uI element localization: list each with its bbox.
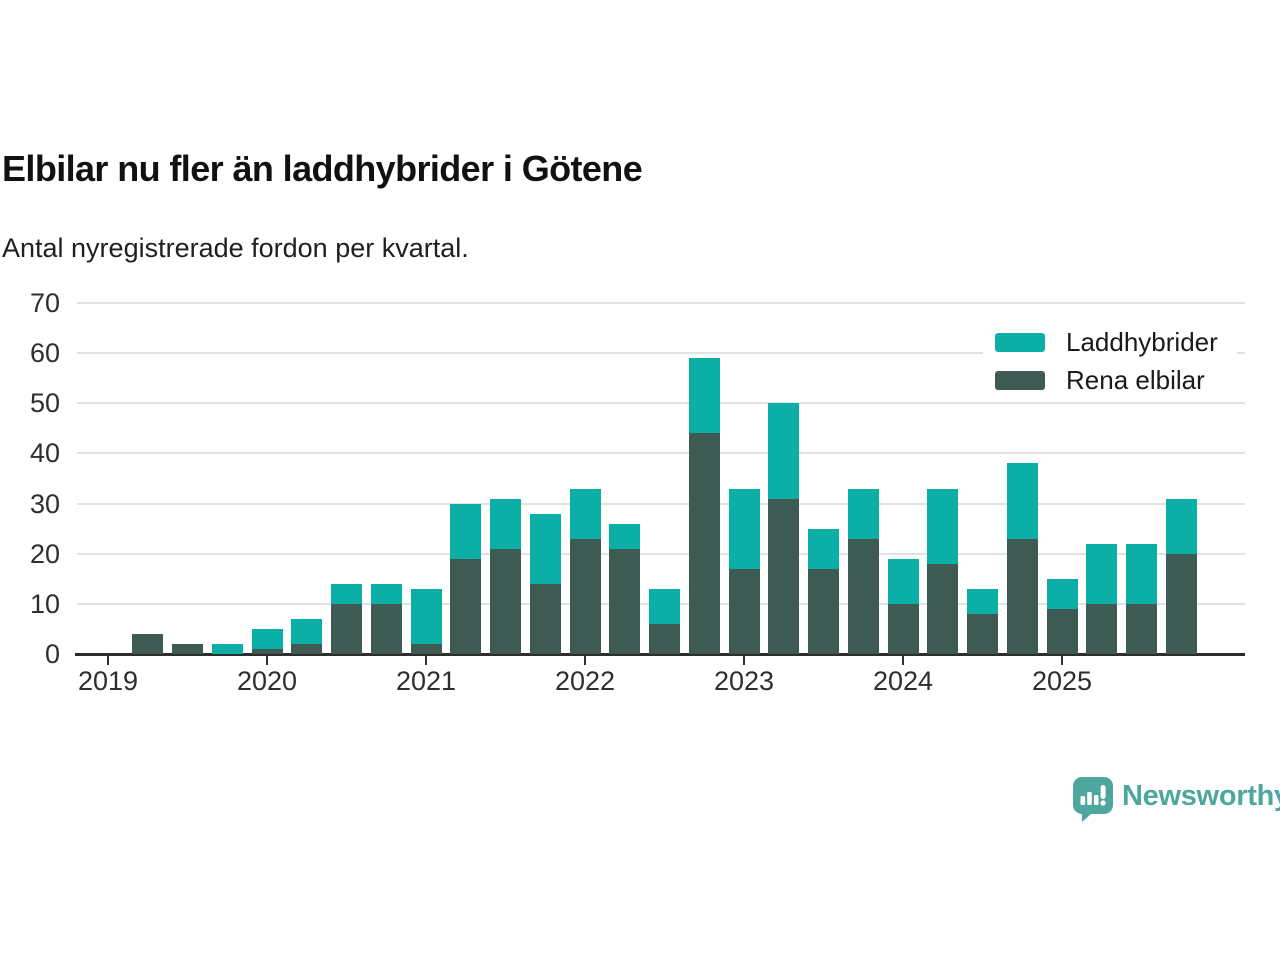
gridline-40 (77, 452, 1245, 455)
bar-2023-Q3-rena-elbilar (808, 568, 839, 654)
gridline-60 (77, 352, 1245, 355)
x-tick-mark-2020 (266, 655, 268, 665)
bar-2021-Q4-rena-elbilar (529, 583, 561, 654)
x-tick-mark-2019 (107, 655, 109, 665)
bar-2022-Q3-laddhybrider (649, 588, 680, 624)
bar-2020-Q1-laddhybrider (251, 628, 283, 649)
bar-2025-Q4-laddhybrider (1165, 498, 1197, 554)
bar-2025-Q1-rena-elbilar (1046, 608, 1078, 654)
bar-2021-Q2-laddhybrider (450, 503, 482, 559)
bar-2020-Q3-rena-elbilar (331, 603, 362, 654)
x-tick-label-2025: 2025 (1031, 666, 1093, 696)
bar-2023-Q1-laddhybrider (728, 488, 760, 569)
bar-2019-Q4-laddhybrider (211, 643, 243, 654)
bar-2021-Q1-rena-elbilar (410, 643, 442, 654)
bar-2025-Q2-laddhybrider (1086, 543, 1118, 604)
x-tick-mark-2023 (743, 655, 745, 665)
y-tick-label-0: 0 (44, 639, 60, 669)
bar-2024-Q1-rena-elbilar (887, 603, 919, 654)
bar-2022-Q1-rena-elbilar (569, 538, 601, 654)
y-tick-label-70: 70 (29, 288, 60, 318)
bar-2022-Q2-laddhybrider (609, 523, 641, 549)
legend-label: Rena elbilar (1066, 365, 1205, 395)
bar-2024-Q4-laddhybrider (1006, 463, 1038, 539)
bar-2020-Q4-rena-elbilar (370, 603, 402, 654)
newsworthy-logo-text: Newsworthy (1122, 780, 1280, 812)
legend-item-laddhybrider: Laddhybrider (995, 329, 1218, 355)
gridline-30 (77, 502, 1245, 505)
bar-2020-Q2-rena-elbilar (291, 643, 323, 654)
legend-swatch-rena-elbilar (995, 370, 1045, 390)
x-tick-label-2021: 2021 (395, 666, 457, 696)
y-tick-label-10: 10 (29, 588, 60, 619)
bar-2023-Q2-laddhybrider (768, 403, 800, 499)
bar-2023-Q4-rena-elbilar (847, 538, 879, 654)
page-title: Elbilar nu fler än laddhybrider i Götene (2, 148, 643, 189)
bar-2020-Q4-laddhybrider (370, 583, 402, 604)
bar-2023-Q1-rena-elbilar (728, 568, 760, 654)
bar-2022-Q3-rena-elbilar (649, 623, 680, 654)
x-tick-label-2019: 2019 (77, 666, 139, 696)
gridline-50 (77, 402, 1245, 405)
bar-2019-Q2-rena-elbilar (132, 633, 164, 654)
bar-2020-Q2-laddhybrider (291, 618, 323, 644)
bar-2021-Q4-laddhybrider (529, 513, 561, 584)
chart-subtitle: Antal nyregistrerade fordon per kvartal. (2, 233, 469, 263)
newsworthy-branding: Newsworthy (1072, 776, 1280, 822)
bar-2025-Q4-rena-elbilar (1165, 553, 1197, 654)
legend-label: Laddhybrider (1066, 327, 1218, 357)
x-tick-label-2020: 2020 (236, 666, 298, 696)
gridline-20 (77, 552, 1245, 555)
bar-2022-Q4-rena-elbilar (688, 433, 720, 654)
bar-2023-Q2-rena-elbilar (768, 498, 800, 654)
x-tick-label-2023: 2023 (713, 666, 775, 696)
x-tick-mark-2025 (1061, 655, 1063, 665)
bar-2022-Q2-rena-elbilar (609, 548, 641, 654)
bar-2025-Q1-laddhybrider (1046, 578, 1078, 609)
bar-2020-Q1-rena-elbilar (251, 648, 283, 654)
x-tick-label-2024: 2024 (872, 666, 934, 696)
bar-2020-Q3-laddhybrider (331, 583, 362, 604)
bar-2021-Q3-rena-elbilar (490, 548, 521, 654)
bar-2024-Q3-rena-elbilar (967, 613, 998, 654)
y-tick-label-40: 40 (29, 438, 60, 469)
bar-2025-Q2-rena-elbilar (1086, 603, 1118, 654)
y-tick-label-50: 50 (29, 388, 60, 419)
bar-2024-Q1-laddhybrider (887, 558, 919, 604)
newsworthy-logo-icon (1073, 777, 1113, 822)
bar-2022-Q1-laddhybrider (569, 488, 601, 539)
x-tick-mark-2021 (425, 655, 427, 665)
y-tick-label-20: 20 (29, 538, 60, 569)
bar-2023-Q3-laddhybrider (808, 528, 839, 569)
x-tick-mark-2022 (584, 655, 586, 665)
bar-2021-Q1-laddhybrider (410, 588, 442, 644)
bar-2024-Q3-laddhybrider (967, 588, 998, 614)
y-tick-label-30: 30 (29, 488, 60, 519)
bar-2019-Q3-rena-elbilar (172, 643, 203, 654)
bar-2022-Q4-laddhybrider (688, 358, 720, 434)
y-tick-label-60: 60 (29, 338, 60, 369)
gridline-70 (77, 302, 1245, 304)
bar-2025-Q3-laddhybrider (1126, 543, 1157, 604)
legend-swatch-laddhybrider (995, 332, 1045, 352)
bar-2023-Q4-laddhybrider (847, 488, 879, 539)
x-tick-label-2022: 2022 (554, 666, 616, 696)
bar-2024-Q2-laddhybrider (927, 488, 959, 564)
bar-2021-Q2-rena-elbilar (450, 558, 482, 654)
x-tick-mark-2024 (902, 655, 904, 665)
bar-2021-Q3-laddhybrider (490, 498, 521, 549)
legend-item-rena-elbilar: Rena elbilar (995, 367, 1205, 393)
bar-2025-Q3-rena-elbilar (1126, 603, 1157, 654)
bar-2024-Q2-rena-elbilar (927, 563, 959, 654)
chart-legend: Laddhybrider Rena elbilar (983, 320, 1237, 400)
x-axis-line (75, 653, 1245, 656)
bar-2024-Q4-rena-elbilar (1006, 538, 1038, 654)
